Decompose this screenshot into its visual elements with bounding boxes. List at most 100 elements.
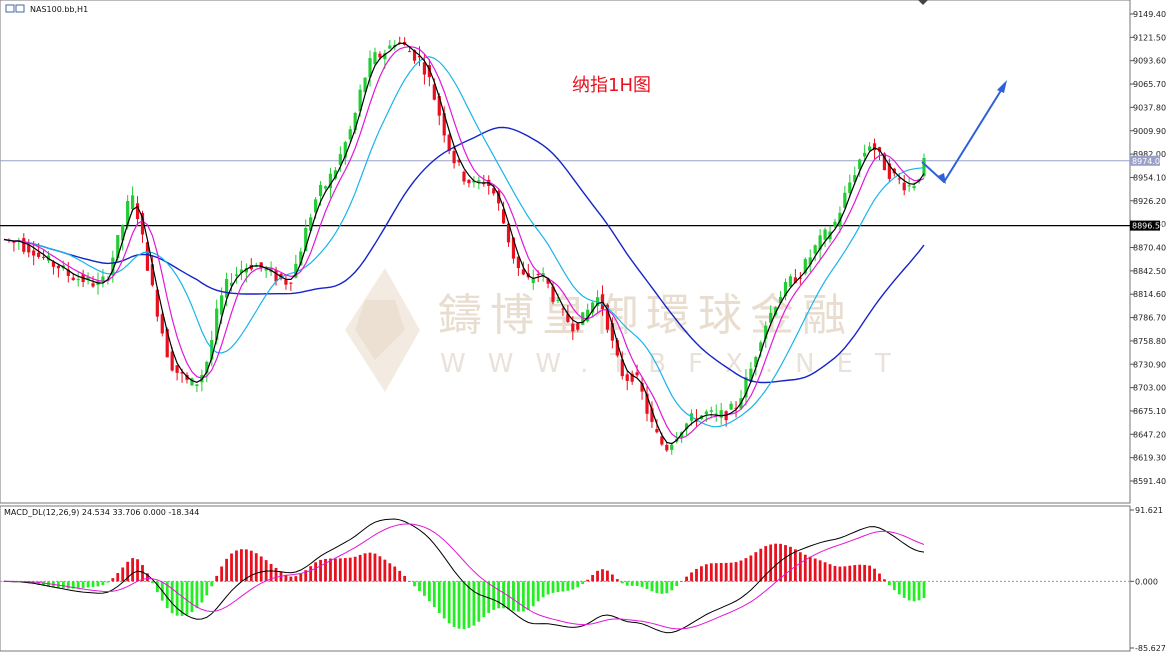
candle-up: [195, 384, 199, 387]
price-tick-label: 8730.90: [1133, 360, 1166, 369]
macd-bar-negative: [457, 581, 461, 629]
macd-bar-positive: [131, 558, 135, 582]
macd-bar-positive: [348, 557, 352, 582]
macd-series-layer: [0, 518, 1130, 634]
price-tick-label: 9065.70: [1133, 80, 1166, 89]
macd-bar-negative: [423, 581, 426, 596]
macd-bar-positive: [126, 561, 130, 582]
macd-bar-negative: [512, 581, 515, 611]
candle-down: [467, 179, 471, 184]
candle-down: [12, 241, 16, 243]
candle-down: [140, 213, 145, 235]
macd-bar-positive: [368, 552, 372, 582]
macd-bar-positive: [744, 558, 748, 582]
watermark-cn: 鑄博皇御環球金融: [438, 290, 854, 341]
candle-up: [299, 251, 303, 266]
macd-bar-positive: [235, 550, 238, 582]
macd-bar-negative: [507, 581, 510, 610]
macd-panel-frame: [0, 505, 1131, 652]
macd-bar-negative: [551, 581, 555, 593]
candle-down: [27, 244, 31, 253]
macd-bar-negative: [630, 581, 634, 586]
macd-bar-positive: [254, 553, 258, 582]
candle-up: [556, 300, 560, 302]
macd-bar-negative: [427, 581, 431, 602]
projection-arrow[interactable]: [921, 80, 1007, 184]
candle-up: [210, 339, 214, 360]
candle-up: [764, 325, 768, 339]
macd-bar-positive: [818, 560, 822, 582]
macd-bar-positive: [403, 575, 407, 582]
macd-bar-negative: [447, 581, 451, 624]
macd-bar-positive: [848, 565, 852, 582]
candle-up: [264, 268, 268, 271]
macd-bar-positive: [714, 563, 718, 582]
macd-bar-negative: [71, 581, 75, 589]
macd-bar-positive: [329, 558, 332, 582]
macd-bar-negative: [200, 581, 204, 603]
macd-bar-positive: [719, 563, 723, 582]
price-tick-label: 8591.40: [1133, 477, 1166, 486]
macd-bar-positive: [215, 575, 219, 582]
candle-up: [294, 263, 298, 278]
macd-bar-negative: [526, 581, 530, 610]
macd-bar-negative: [442, 581, 446, 619]
macd-bar-negative: [482, 581, 486, 618]
price-tick-label: 8619.30: [1133, 454, 1166, 463]
macd-bar-negative: [566, 581, 570, 591]
candle-down: [71, 277, 75, 280]
candle-up: [863, 152, 867, 157]
candle-up: [239, 269, 244, 273]
macd-bar-negative: [477, 581, 481, 622]
macd-bar-negative: [467, 581, 471, 628]
candle-down: [536, 274, 540, 276]
candle-up: [309, 217, 313, 231]
candle-up: [353, 113, 357, 131]
candle-up: [808, 257, 812, 265]
candle-down: [91, 283, 95, 287]
candle-down: [551, 286, 555, 302]
candle-down: [645, 393, 649, 414]
price-tick-label: 8758.80: [1133, 337, 1166, 346]
macd-bar-positive: [249, 550, 253, 582]
candle-down: [665, 444, 669, 451]
macd-bar-positive: [754, 552, 758, 582]
macd-bar-negative: [155, 581, 159, 593]
candle-up: [813, 245, 817, 254]
candle-down: [506, 223, 511, 243]
macd-line: [3, 518, 925, 634]
candle-up: [111, 257, 115, 276]
macd-bar-negative: [902, 581, 906, 598]
candle-up: [477, 180, 481, 182]
macd-bar-negative: [42, 581, 45, 586]
candle-down: [660, 436, 664, 445]
macd-bar-positive: [734, 562, 738, 582]
candle-down: [571, 323, 575, 332]
macd-bar-positive: [338, 558, 342, 582]
candle-down: [41, 256, 46, 258]
macd-bar-negative: [81, 581, 85, 588]
candle-down: [625, 374, 629, 381]
candle-down: [734, 407, 738, 409]
macd-bar-negative: [556, 581, 560, 593]
candle-up: [131, 195, 135, 210]
candle-down: [511, 237, 516, 259]
price-panel-frame: [0, 0, 1131, 504]
candle-up: [586, 309, 590, 322]
candle-up: [744, 377, 748, 398]
macd-bar-negative: [487, 581, 491, 613]
candle-up: [318, 184, 323, 197]
macd-bar-negative: [645, 581, 649, 589]
price-axis: 9149.40 9121.50 9093.60 9065.70 9037.80 9009.…: [1130, 10, 1166, 486]
candle-down: [630, 373, 634, 382]
macd-bar-positive: [704, 564, 708, 582]
shift-marker-icon[interactable]: [918, 0, 928, 5]
macd-bar-positive: [388, 563, 392, 582]
candle-down: [37, 252, 41, 257]
macd-bar-positive: [353, 556, 357, 582]
macd-bar-negative: [521, 581, 525, 612]
candle-up: [541, 273, 545, 276]
macd-bar-positive: [769, 544, 773, 582]
macd-bar-positive: [289, 576, 293, 582]
